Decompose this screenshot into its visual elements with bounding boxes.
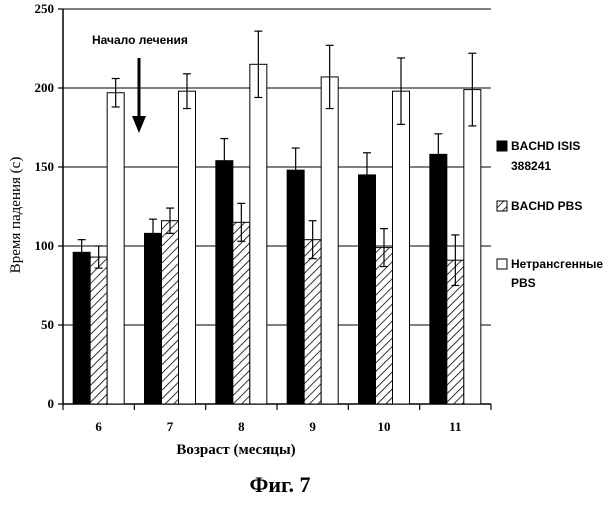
bar-series1-11: [430, 154, 447, 404]
bar-series3-6: [107, 93, 124, 404]
bar-series3-8: [250, 64, 267, 404]
x-axis-title: Возраст (месяцы): [176, 442, 295, 458]
bar-series1-9: [287, 170, 304, 404]
bar-series3-7: [179, 91, 196, 404]
bar-series3-9: [321, 77, 338, 404]
x-tick-label-6: 6: [95, 419, 102, 434]
bar-series1-8: [216, 161, 233, 404]
bar-series3-11: [464, 90, 481, 404]
bar-series2-9: [304, 240, 321, 404]
bar-series1-10: [359, 175, 376, 404]
x-tick-label-9: 9: [309, 419, 316, 434]
y-axis-title: Время падения (с): [8, 157, 24, 274]
grid-layer: [63, 9, 491, 325]
bar-series2-7: [162, 221, 179, 404]
y-tick-label-200: 200: [35, 80, 55, 95]
y-tick-label-150: 150: [35, 159, 55, 174]
legend-label-series3-line1: Нетрансгенные: [511, 257, 603, 271]
bar-series1-7: [145, 233, 162, 404]
bar-series1-6: [73, 252, 90, 404]
legend-label-series1-line2: 388241: [511, 159, 551, 173]
chart-svg: 0 50 100 150 200 250 6 7 8 9 10 11 Начало лечения B…: [0, 0, 614, 500]
annotation-treatment-start: Начало лечения: [92, 33, 188, 47]
figure-caption: Фиг. 7: [249, 472, 310, 497]
legend-swatch-series3: [497, 259, 507, 269]
legend: BACHD ISIS 388241 BACHD PBS Нетрансгенные PB…: [497, 139, 603, 290]
bar-series2-6: [90, 257, 107, 404]
y-tick-label-250: 250: [35, 1, 55, 16]
legend-label-series2-line1: BACHD PBS: [511, 199, 582, 213]
bar-series2-10: [376, 248, 393, 404]
x-tick-label-8: 8: [238, 419, 245, 434]
x-tick-label-7: 7: [167, 419, 174, 434]
y-tick-label-50: 50: [41, 317, 54, 332]
arrow-head-icon: [132, 116, 146, 133]
legend-label-series3-line2: PBS: [511, 276, 536, 290]
x-tick-label-11: 11: [449, 419, 461, 434]
y-tick-label-100: 100: [35, 238, 55, 253]
error-layer: [78, 31, 477, 285]
y-tick-label-0: 0: [48, 396, 55, 411]
bar-layer: [73, 64, 481, 404]
legend-swatch-series1: [497, 141, 507, 151]
legend-swatch-series2: [497, 201, 507, 211]
legend-label-series1-line1: BACHD ISIS: [511, 139, 580, 153]
bar-chart: 0 50 100 150 200 250 6 7 8 9 10 11 Начало лечения B…: [0, 0, 614, 500]
annotation-layer: Начало лечения: [92, 33, 188, 133]
x-tick-label-10: 10: [378, 419, 391, 434]
bar-series3-10: [393, 91, 410, 404]
bar-series2-8: [233, 222, 250, 404]
